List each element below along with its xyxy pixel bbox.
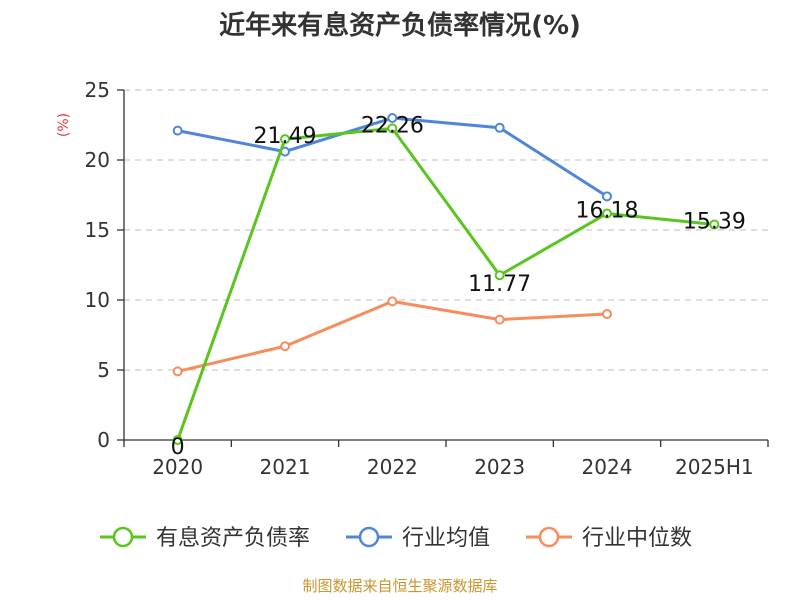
data-labels: 0 21.49 22.26 11.77 16.18 15.39	[171, 113, 746, 460]
grid-lines	[124, 89, 768, 371]
legend-item: 有息资产负债率	[100, 526, 310, 551]
series-1	[172, 113, 612, 202]
legend-item: 行业均值	[346, 526, 490, 551]
source-note: 制图数据来自恒生聚源数据库	[302, 577, 497, 595]
x-tick-label: 2025H1	[675, 455, 754, 479]
legend: 有息资产负债率 行业均值 行业中位数	[100, 526, 692, 551]
x-tick-label: 2021	[260, 455, 311, 479]
series-line	[176, 126, 715, 441]
axes	[117, 89, 769, 447]
data-point	[172, 366, 183, 377]
legend-swatch-marker	[538, 526, 560, 548]
legend-label: 行业中位数	[582, 526, 692, 551]
y-tick-label: 0	[97, 428, 110, 452]
y-tick-label: 10	[85, 288, 110, 312]
legend-swatch-marker	[358, 526, 380, 548]
data-point	[172, 435, 183, 445]
y-tick-labels: 0 5 10 15 20 25	[85, 78, 110, 452]
data-point	[602, 191, 612, 202]
data-label: 0	[171, 435, 185, 460]
x-tick-label: 2024	[582, 455, 633, 479]
y-tick-label: 5	[97, 358, 110, 382]
data-label: 16.18	[576, 198, 639, 223]
series-layer	[172, 113, 720, 445]
legend-label: 行业均值	[402, 526, 490, 551]
series-2	[172, 296, 612, 377]
data-label: 15.39	[683, 210, 746, 235]
x-tick-label: 2022	[367, 455, 418, 479]
data-label: 11.77	[468, 272, 531, 297]
data-point	[387, 296, 398, 307]
legend-label: 有息资产负债率	[156, 526, 310, 551]
data-point	[602, 309, 612, 319]
data-point	[280, 134, 290, 145]
data-label: 22.26	[361, 113, 424, 138]
x-tick-labels: 2020 2021 2022 2023 2024 2025H1	[152, 455, 753, 479]
series-line	[177, 299, 608, 373]
data-point	[494, 314, 505, 325]
data-label: 21.49	[254, 124, 317, 149]
y-tick-label: 20	[85, 148, 110, 172]
y-axis-label: (%)	[56, 113, 72, 137]
y-tick-label: 15	[85, 218, 110, 242]
legend-item: 行业中位数	[526, 526, 692, 551]
x-tick-label: 2023	[474, 455, 525, 479]
legend-swatch-marker	[112, 526, 134, 548]
data-point	[387, 113, 398, 123]
data-point	[602, 208, 612, 219]
x-tick-label: 2020	[152, 455, 203, 479]
data-point	[387, 123, 398, 134]
series-0	[172, 123, 720, 445]
data-point	[172, 125, 183, 136]
y-tick-label: 25	[85, 78, 110, 102]
data-point	[494, 270, 505, 281]
chart-title: 近年来有息资产负债率情况(%)	[219, 10, 581, 41]
data-point	[494, 122, 505, 133]
data-point	[280, 341, 290, 352]
data-point	[709, 219, 720, 230]
